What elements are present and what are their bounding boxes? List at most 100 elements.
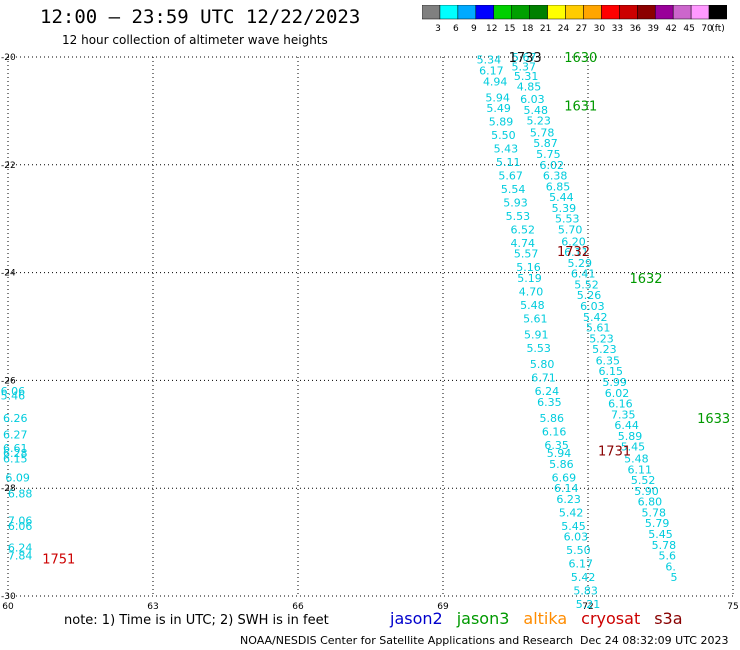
colorbar-label: 24 bbox=[558, 24, 570, 33]
swh-data-point: 6.03 bbox=[564, 531, 589, 544]
swh-data-point: 5.61 bbox=[586, 322, 611, 335]
swh-data-point: 6.09 bbox=[5, 471, 30, 484]
swh-data-point: 4.74 bbox=[511, 237, 536, 250]
swh-data-point: 5.86 bbox=[549, 458, 574, 471]
swh-data-point: 5.70 bbox=[558, 223, 583, 236]
footer-credit: NOAA/NESDIS Center for Satellite Applica… bbox=[240, 634, 574, 647]
x-tick-label: 60 bbox=[2, 602, 14, 610]
swh-data-point: 5.87 bbox=[533, 137, 558, 150]
swh-data-point: 5.78 bbox=[641, 506, 666, 519]
x-tick-label: 66 bbox=[292, 602, 304, 610]
swh-data-point: 6.06 bbox=[8, 520, 33, 533]
swh-data-point: 6.88 bbox=[8, 488, 33, 501]
swh-data-point: 4.70 bbox=[519, 285, 544, 298]
swh-data-point: 5.19 bbox=[517, 272, 542, 285]
swh-data-point: 5.48 bbox=[524, 104, 549, 117]
swh-data-point: 5.11 bbox=[496, 156, 521, 169]
swh-data-point: 6.61 bbox=[3, 442, 28, 455]
colorbar-label: 18 bbox=[522, 24, 534, 33]
colorbar-label: 30 bbox=[594, 24, 606, 33]
swh-data-point: 5.99 bbox=[602, 376, 627, 389]
swh-data-point: 6.35 bbox=[544, 439, 569, 452]
swh-data-point: 6.23 bbox=[556, 493, 581, 506]
swh-data-point: 6.03 bbox=[580, 300, 605, 313]
swh-data-point: 5.48 bbox=[624, 453, 649, 466]
swh-data-point: 5.42 bbox=[583, 311, 608, 324]
swh-data-point: 6. bbox=[665, 560, 676, 573]
swh-data-point: 5.43 bbox=[494, 143, 519, 156]
colorbar-label: 21 bbox=[540, 24, 551, 33]
swh-data-point: 5.50 bbox=[566, 544, 591, 557]
swh-data-point: 6.71 bbox=[531, 372, 556, 385]
swh-data-point: 6.85 bbox=[546, 180, 571, 193]
pass-time-label: 1630 bbox=[564, 51, 597, 66]
x-tick-label: 75 bbox=[727, 602, 738, 610]
y-tick-label: -30 bbox=[1, 592, 16, 602]
swh-data-point: 5.78 bbox=[652, 539, 677, 552]
swh-data-point: 5.57 bbox=[514, 248, 539, 261]
legend-item-s3a: s3a bbox=[654, 609, 683, 628]
swh-data-point: 7.06 bbox=[8, 515, 33, 528]
swh-data-point: 5.54 bbox=[501, 183, 526, 196]
swh-data-point: 6.20 bbox=[561, 235, 586, 248]
swh-data-point: 5.53 bbox=[526, 342, 551, 355]
swh-data-point: 6.24 bbox=[535, 385, 560, 398]
swh-data-point: 6.35 bbox=[596, 354, 621, 367]
swh-data-point: 5.45 bbox=[561, 520, 586, 533]
swh-data-point: 5.45 bbox=[621, 441, 646, 454]
swh-data-point: 5.50 bbox=[491, 129, 516, 142]
legend-item-altika: altika bbox=[523, 609, 568, 628]
colorbar-label: 39 bbox=[648, 24, 660, 33]
swh-data-point: 5.6 bbox=[659, 550, 677, 563]
colorbar: 3 6 9 12 15 18 21 24 27 30 33 36 39 42 45 70(ft) bbox=[422, 5, 727, 33]
swh-data-point: 6.52 bbox=[511, 223, 536, 236]
colorbar-label: 33 bbox=[612, 24, 623, 33]
swh-data-point: 6.27 bbox=[3, 428, 28, 441]
colorbar-label: 70 bbox=[701, 24, 713, 33]
colorbar-label: 3 bbox=[435, 24, 441, 33]
swh-data-point: 4.94 bbox=[483, 75, 508, 88]
swh-data-point: 5.91 bbox=[524, 329, 549, 342]
note-text: note: 1) Time is in UTC; 2) SWH is in fe… bbox=[64, 613, 329, 628]
swh-data-point: 6.41 bbox=[571, 268, 596, 281]
swh-data-point: 6.38 bbox=[543, 170, 568, 183]
swh-data-point: 5.78 bbox=[530, 126, 555, 139]
y-tick-label: -22 bbox=[1, 161, 16, 171]
legend-item-jason2: jason2 bbox=[390, 609, 443, 628]
y-tick-label: -20 bbox=[1, 53, 16, 63]
swh-data-point: 5.26 bbox=[577, 289, 602, 302]
swh-data-point: 6.16 bbox=[542, 426, 567, 439]
swh-data-point: 5.29 bbox=[568, 257, 593, 270]
swh-data-point: 6.03 bbox=[520, 93, 545, 106]
colorbar-label: 12 bbox=[486, 24, 497, 33]
swh-data-point: 6.80 bbox=[638, 496, 663, 509]
swh-data-point: 5.49 bbox=[486, 102, 511, 115]
pass-time-label: 1733 bbox=[509, 51, 542, 66]
swh-data-point: 5.46 bbox=[1, 389, 26, 402]
swh-data-point: 5.44 bbox=[549, 191, 574, 204]
swh-data-point: 6.06 bbox=[1, 385, 26, 398]
swh-data-point: 5.86 bbox=[540, 412, 565, 425]
swh-data-point: 6.14 bbox=[554, 482, 579, 495]
swh-data-point: 5.48 bbox=[520, 299, 545, 312]
swh-data-point: 5.53 bbox=[506, 210, 531, 223]
colorbar-label: 6 bbox=[453, 24, 459, 33]
swh-data-point: 7.35 bbox=[611, 408, 636, 421]
swh-data-point: 5.23 bbox=[592, 343, 617, 356]
swh-data-point: 5.42 bbox=[571, 571, 596, 584]
swh-data-point: 6.15 bbox=[3, 453, 28, 466]
y-tick-label: -24 bbox=[1, 269, 16, 279]
pass-time-label: 1732 bbox=[557, 245, 590, 260]
colorbar-label: 42 bbox=[665, 24, 676, 33]
swh-data-point: 6.16 bbox=[608, 398, 633, 411]
x-tick-label: 63 bbox=[147, 602, 158, 610]
swh-data-point: 5.34 bbox=[477, 54, 502, 67]
swh-data-point: 5.89 bbox=[489, 116, 514, 129]
swh-data-point: 5.42 bbox=[559, 506, 584, 519]
swh-data-point: 6.02 bbox=[540, 159, 565, 172]
swh-data-point: 6.24 bbox=[8, 541, 33, 554]
swh-data-point: 5.37 bbox=[511, 61, 536, 74]
swh-data-point: 7.84 bbox=[8, 550, 33, 563]
swh-data-point: 6.28 bbox=[3, 447, 28, 460]
swh-data-point: 6.69 bbox=[552, 471, 577, 484]
